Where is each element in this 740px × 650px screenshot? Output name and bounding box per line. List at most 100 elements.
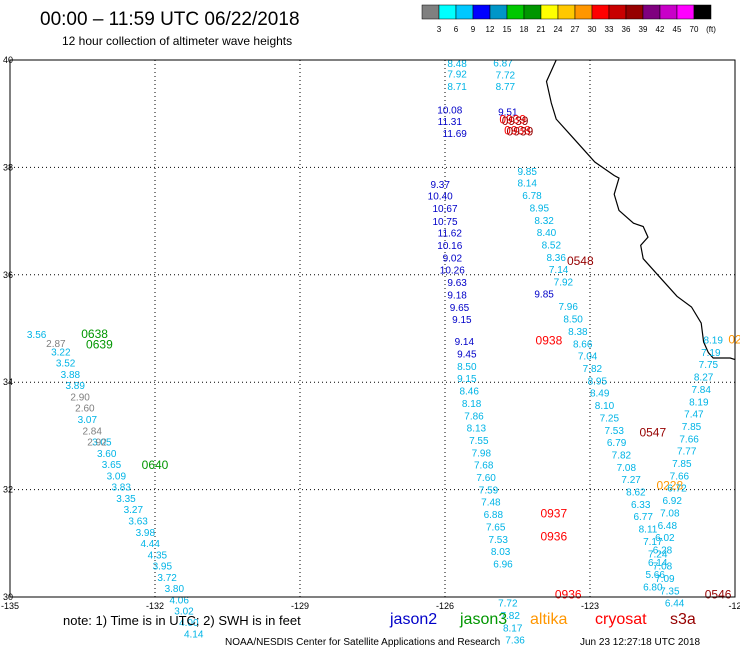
wave-height-label: 6.96 xyxy=(493,560,513,571)
y-axis: 30 32 34 36 38 40 xyxy=(3,55,13,602)
wave-height-label: 7.85 xyxy=(672,459,692,470)
wave-height-label: 2.92 xyxy=(87,438,107,449)
x-tick-label: -129 xyxy=(291,601,309,611)
wave-height-label: 2.84 xyxy=(82,426,102,437)
colorbar-swatch xyxy=(421,4,440,20)
colorbar-label: 6 xyxy=(454,25,459,34)
wave-height-label: 7.92 xyxy=(447,70,467,81)
wave-height-label: 6.80 xyxy=(643,583,663,594)
wave-height-label: 7.66 xyxy=(670,471,690,482)
wave-height-label: 8.46 xyxy=(459,387,479,398)
chart-title: 00:00 – 11:59 UTC 06/22/2018 xyxy=(40,9,300,30)
y-tick-label: 36 xyxy=(3,270,13,280)
wave-height-label: 3.56 xyxy=(27,330,47,341)
wave-height-label: 9.85 xyxy=(534,289,554,300)
wave-height-label: 11.31 xyxy=(438,117,463,128)
wave-height-label: 4.14 xyxy=(184,629,204,640)
wave-height-label: 5.66 xyxy=(645,570,665,581)
y-tick-label: 34 xyxy=(3,377,13,387)
wave-height-label: 7.55 xyxy=(469,436,489,447)
time-label: 0938 xyxy=(536,334,563,348)
wave-height-label: 7.82 xyxy=(612,451,632,462)
wave-height-label: 7.04 xyxy=(578,352,598,363)
footer-timestamp: Jun 23 12:27:18 UTC 2018 xyxy=(580,637,701,648)
wave-height-label: 9.85 xyxy=(517,167,537,178)
chart-subtitle: 12 hour collection of altimeter wave hei… xyxy=(62,34,292,48)
colorbar-label: (ft) xyxy=(706,25,716,34)
wave-height-label: 9.02 xyxy=(443,253,463,264)
footer-credit: NOAA/NESDIS Center for Satellite Applica… xyxy=(225,637,500,648)
colorbar-label: 15 xyxy=(503,25,512,34)
wave-height-label: 8.95 xyxy=(588,376,608,387)
time-label: 0939 xyxy=(502,114,529,128)
wave-height-label: 7.84 xyxy=(691,385,711,396)
wave-height-label: 4.35 xyxy=(148,550,168,561)
wave-height-label: 3.89 xyxy=(65,381,85,392)
colorbar-swatch xyxy=(438,4,457,20)
wave-height-label: 6.92 xyxy=(662,496,682,507)
time-label: 0939 xyxy=(507,125,534,139)
colorbar-swatch xyxy=(642,4,661,20)
wave-height-label: 9.14 xyxy=(455,337,475,348)
colorbar-label: 18 xyxy=(520,25,529,34)
wave-height-label: 9.63 xyxy=(447,278,467,289)
wave-height-label: 10.08 xyxy=(437,106,462,117)
wave-height-label: 8.95 xyxy=(530,203,550,214)
colorbar-swatch xyxy=(540,4,559,20)
x-tick-label: -132 xyxy=(146,601,164,611)
wave-height-label: 8.50 xyxy=(563,315,583,326)
wave-height-label: 10.26 xyxy=(440,266,465,277)
time-label: 0936 xyxy=(540,530,567,544)
wave-height-label: 7.27 xyxy=(621,475,641,486)
plot-frame xyxy=(9,59,736,598)
wave-height-label: 6.88 xyxy=(484,510,504,521)
wave-height-label: 8.17 xyxy=(503,623,523,634)
wave-height-label: 8.19 xyxy=(703,336,723,347)
mission-legend-s3a: s3a xyxy=(670,611,696,628)
time-label: 0228 xyxy=(656,479,683,493)
x-tick-label: -126 xyxy=(436,601,454,611)
wave-height-label: 8.71 xyxy=(447,82,467,93)
wave-height-label: 9.18 xyxy=(447,290,467,301)
wave-height-label: 7.19 xyxy=(701,348,721,359)
wave-height-label: 10.67 xyxy=(432,204,457,215)
colorbar-label: 36 xyxy=(622,25,631,34)
wave-height-label: 3.95 xyxy=(153,562,173,573)
colorbar-label: 3 xyxy=(437,25,442,34)
wave-height-label: 7.77 xyxy=(677,447,697,458)
wave-height-label: 7.08 xyxy=(653,562,673,573)
wave-height-label: 8.13 xyxy=(467,424,487,435)
wave-height-label: 6.77 xyxy=(633,512,653,523)
wave-height-label: 3.05 xyxy=(92,438,112,449)
colorbar-label: 12 xyxy=(486,25,495,34)
colorbar-label: 30 xyxy=(588,25,597,34)
time-label: 02 xyxy=(728,333,740,347)
note-text: note: 1) Time is in UTC; 2) SWH is in fe… xyxy=(63,613,301,628)
wave-height-label: 7.75 xyxy=(699,360,719,371)
wave-height-label: 7.65 xyxy=(486,522,506,533)
wave-height-label: 7.53 xyxy=(604,426,624,437)
colorbar-label: 70 xyxy=(690,25,699,34)
wave-height-label: 2.87 xyxy=(46,339,66,350)
wave-height-label: 8.14 xyxy=(517,179,537,190)
wave-height-label: 3.02 xyxy=(174,607,194,618)
wave-height-label: 9.51 xyxy=(498,107,518,118)
time-label: 0638 xyxy=(81,327,108,341)
wave-height-label: 8.40 xyxy=(537,228,557,239)
wave-height-label: 7.48 xyxy=(481,498,501,509)
colorbar-label: 33 xyxy=(605,25,614,34)
wave-height-label: 7.60 xyxy=(476,473,496,484)
colorbar-swatch xyxy=(693,4,712,20)
time-label: 0938 xyxy=(504,124,531,138)
time-label: 0640 xyxy=(142,458,169,472)
wave-height-label: 7.35 xyxy=(660,586,680,597)
wave-height-label: 3.72 xyxy=(157,573,177,584)
coastline-path xyxy=(545,59,736,361)
colorbar-swatch xyxy=(608,4,627,20)
wave-height-label: 2.90 xyxy=(70,393,90,404)
time-label: 0937 xyxy=(540,507,567,521)
colorbar-swatch xyxy=(472,4,491,20)
wave-height-label: 10.75 xyxy=(432,217,457,228)
